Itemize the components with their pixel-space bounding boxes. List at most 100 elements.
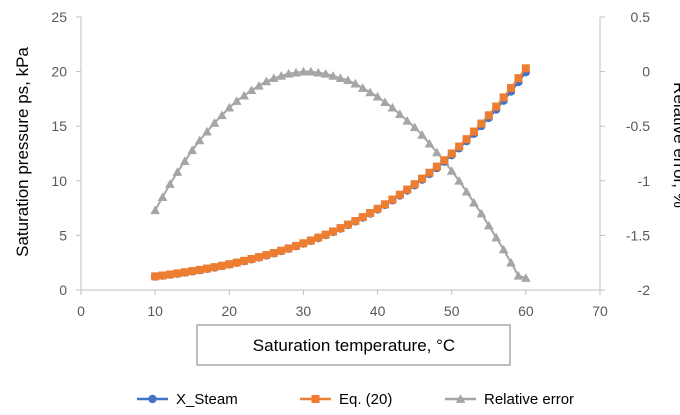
data-point (372, 91, 383, 101)
y2-axis-title: Relative error, % (670, 82, 680, 208)
data-point (492, 102, 501, 111)
data-point (521, 273, 531, 282)
data-point (483, 220, 494, 230)
x-axis-title-box (196, 324, 511, 366)
data-point (261, 76, 272, 86)
legend-label: Relative error (484, 391, 574, 408)
data-point (498, 244, 509, 254)
data-point (461, 186, 472, 196)
y2-tick-label: -1.5 (626, 227, 650, 243)
data-point (335, 73, 346, 82)
series-line (154, 70, 527, 279)
data-point (217, 110, 227, 120)
data-point (298, 66, 309, 76)
data-point (476, 208, 487, 218)
x-tick-label: 40 (370, 303, 386, 319)
data-point (409, 122, 420, 132)
data-point (283, 68, 294, 78)
data-point (232, 258, 241, 267)
data-point (187, 145, 198, 155)
y-tick-label: 25 (51, 9, 67, 25)
y2-tick-label: 0 (642, 64, 650, 80)
data-point (231, 96, 242, 105)
data-point (343, 220, 352, 229)
data-point (210, 263, 219, 272)
data-point (357, 83, 368, 92)
y-axis-title: Saturation pressure ps, kPa (13, 47, 32, 257)
x-tick-label: 50 (444, 303, 460, 319)
data-point (172, 167, 183, 176)
x-axis-title: Saturation temperature, °C (253, 336, 455, 355)
data-point (418, 174, 427, 183)
data-point (446, 166, 457, 175)
data-point (491, 232, 501, 242)
data-point (484, 111, 493, 120)
x-tick-label: 10 (147, 303, 163, 319)
data-point (329, 227, 338, 236)
data-point (217, 261, 226, 270)
data-point (477, 119, 486, 128)
data-point (306, 236, 315, 245)
data-point (395, 109, 405, 119)
y-tick-label: 10 (51, 173, 67, 189)
data-point (358, 213, 367, 222)
data-point (462, 135, 471, 144)
series-line (155, 71, 527, 278)
data-point (188, 267, 197, 276)
data-point (262, 251, 271, 260)
data-point (469, 127, 478, 136)
data-point (320, 68, 331, 78)
y2-tick-label: -0.5 (626, 118, 650, 134)
data-point (380, 97, 390, 107)
series-relative-error (150, 66, 531, 282)
data-point (514, 74, 523, 83)
data-point (351, 216, 360, 225)
data-point (314, 233, 323, 242)
legend-marker (455, 394, 466, 403)
data-point (395, 190, 404, 199)
data-point (180, 156, 190, 165)
x-tick-label: 70 (592, 303, 608, 319)
data-point (291, 67, 301, 77)
data-point (151, 272, 160, 281)
legend-marker (311, 395, 320, 403)
y2-tick-label: -2 (638, 282, 651, 298)
data-point (440, 156, 449, 165)
x-tick-label: 0 (77, 303, 85, 319)
data-point (402, 115, 413, 125)
data-point (343, 75, 353, 85)
data-point (507, 83, 516, 92)
data-point (350, 78, 361, 88)
series-x-steam (150, 67, 531, 281)
x-tick-label: 30 (296, 303, 312, 319)
data-point (403, 185, 412, 194)
data-point (165, 179, 175, 188)
data-point (277, 246, 286, 255)
legend-item: Relative error (445, 391, 574, 408)
data-point (455, 142, 464, 151)
data-point (247, 254, 256, 263)
data-point (387, 102, 398, 112)
data-point (506, 257, 516, 267)
data-point (209, 118, 220, 127)
data-point (292, 241, 301, 250)
data-point (195, 265, 204, 274)
data-point (365, 87, 375, 97)
data-point (410, 180, 419, 189)
data-point (246, 85, 257, 95)
data-point (499, 93, 508, 102)
data-point (150, 205, 160, 215)
data-point (157, 192, 168, 202)
data-point (313, 67, 324, 77)
data-point (306, 66, 316, 76)
data-point (388, 195, 397, 204)
series-layer (150, 64, 531, 282)
data-point (373, 204, 382, 213)
data-point (454, 176, 464, 185)
data-point (173, 269, 182, 278)
data-point (269, 248, 278, 257)
data-point (254, 80, 264, 90)
data-point (469, 197, 479, 207)
data-point (203, 264, 212, 273)
